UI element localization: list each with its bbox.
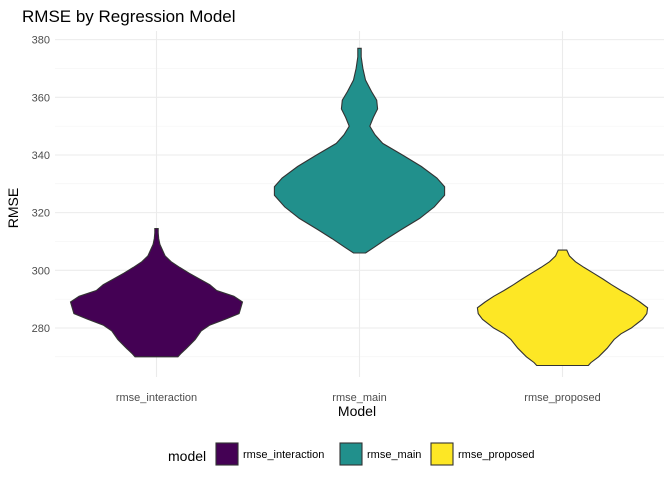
legend-label: rmse_main <box>367 449 421 461</box>
y-tick-label: 280 <box>32 323 50 335</box>
y-tick-label: 360 <box>32 92 50 104</box>
x-tick-label: rmse_proposed <box>524 392 600 404</box>
violin-rmse-interaction <box>69 227 244 358</box>
legend-key <box>215 442 239 466</box>
legend-key <box>430 442 454 466</box>
y-axis-title: RMSE <box>5 188 21 228</box>
violins <box>69 47 649 367</box>
y-tick-label: 320 <box>32 208 50 220</box>
x-axis-title: Model <box>338 403 376 419</box>
y-tick-label: 340 <box>32 150 50 162</box>
legend-key <box>339 442 363 466</box>
y-tick-label: 300 <box>32 265 50 277</box>
x-tick-label: rmse_main <box>332 392 386 404</box>
violin-rmse-proposed <box>476 249 649 367</box>
x-tick-labels: rmse_interaction rmse_main rmse_proposed <box>116 392 601 404</box>
legend-label: rmse_proposed <box>458 449 534 461</box>
legend: model rmse_interaction rmse_main rmse_prop… <box>168 442 534 466</box>
violin-rmse-main <box>273 47 446 254</box>
legend-title: model <box>168 448 206 464</box>
y-tick-label: 380 <box>32 35 50 47</box>
chart-title: RMSE by Regression Model <box>22 7 236 26</box>
y-tick-labels: 280 300 320 340 360 380 <box>32 35 50 335</box>
x-tick-label: rmse_interaction <box>116 392 197 404</box>
legend-label: rmse_interaction <box>243 449 324 461</box>
